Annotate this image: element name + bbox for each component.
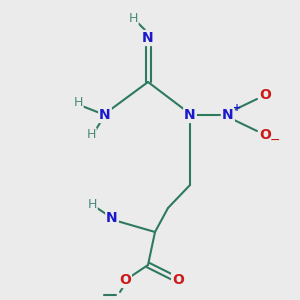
Text: O: O — [172, 273, 184, 287]
Text: H: H — [87, 199, 97, 212]
Text: N: N — [142, 31, 154, 45]
Text: +: + — [233, 103, 241, 113]
Text: N: N — [184, 108, 196, 122]
Text: H: H — [73, 95, 83, 109]
Text: O: O — [259, 88, 271, 102]
Text: N: N — [106, 211, 118, 225]
Text: N: N — [99, 108, 111, 122]
Text: N: N — [222, 108, 234, 122]
Text: −: − — [270, 134, 280, 146]
Text: O: O — [259, 128, 271, 142]
Text: O: O — [119, 273, 131, 287]
Text: H: H — [86, 128, 96, 142]
Text: H: H — [128, 11, 138, 25]
